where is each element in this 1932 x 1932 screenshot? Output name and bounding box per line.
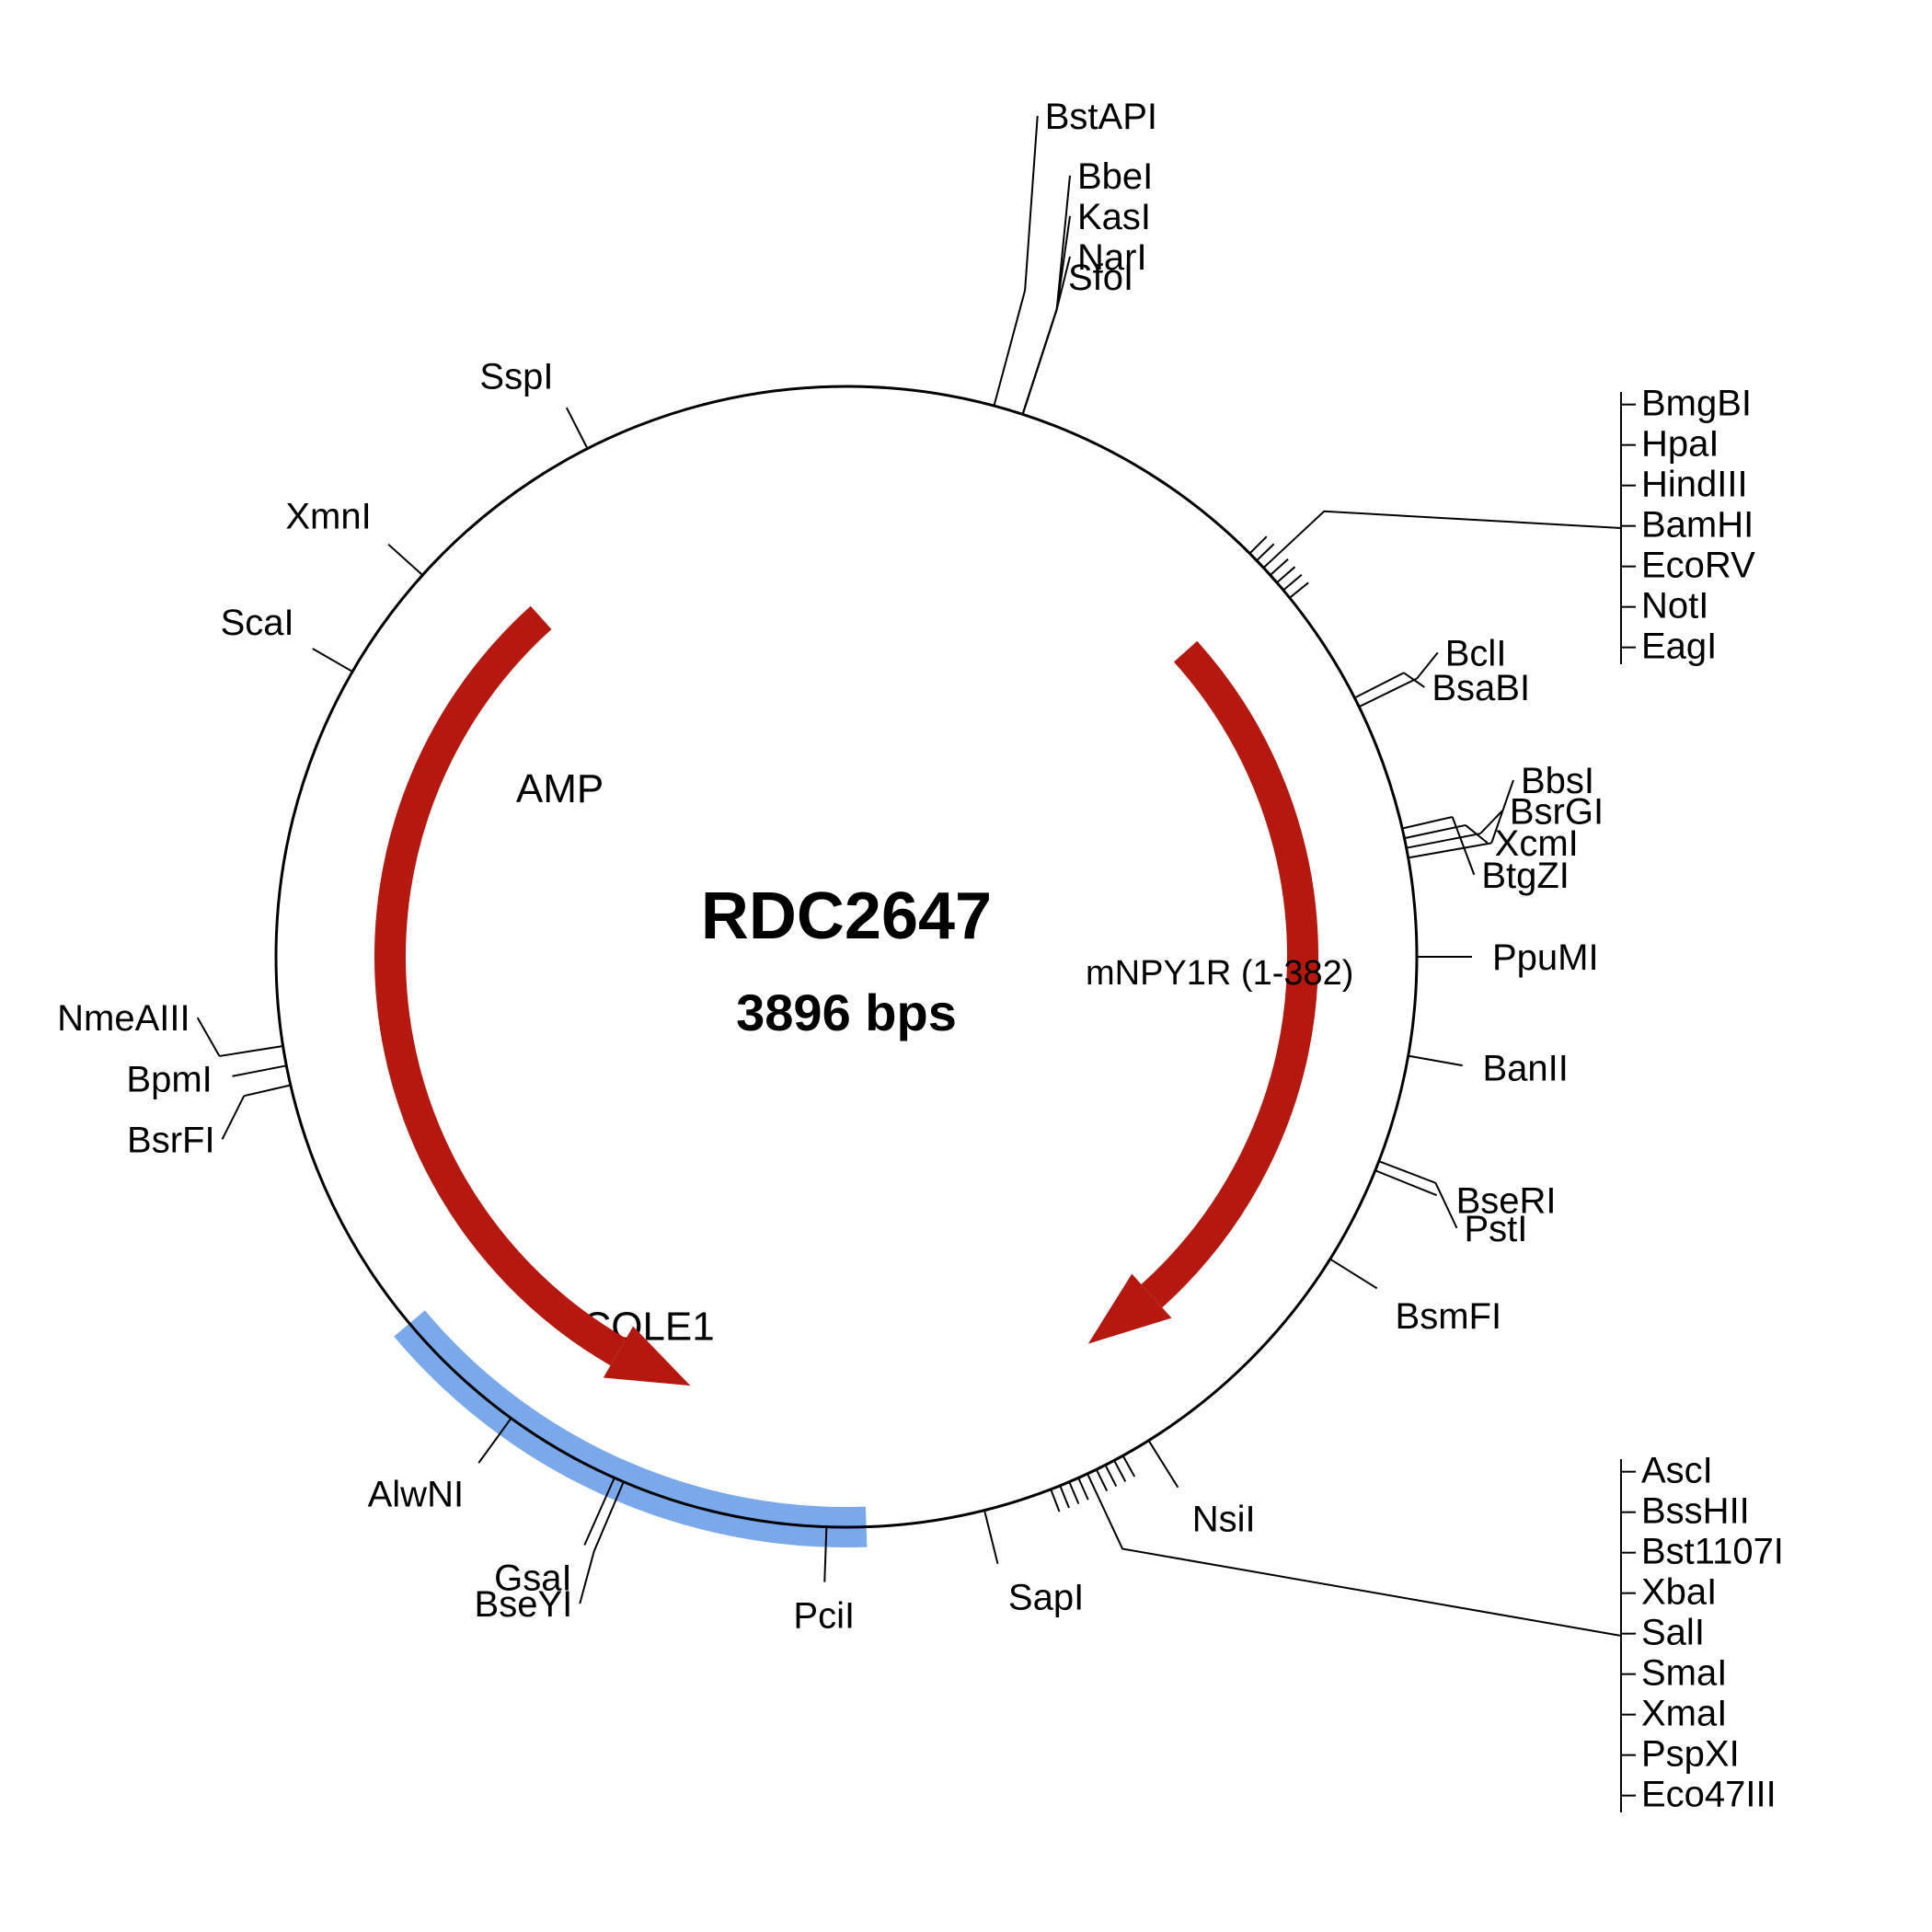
cluster-label-bamhi: BamHI [1641, 505, 1754, 546]
cluster-label-pspxi: PspXI [1641, 1734, 1740, 1775]
cluster-label-smai: SmaI [1641, 1653, 1727, 1694]
cluster-label-ecorv: EcoRV [1641, 546, 1755, 586]
site-nsii: NsiI [1192, 1500, 1256, 1540]
site-sapi: SapI [1008, 1577, 1084, 1617]
site-nmeaiii: NmeAIII [57, 998, 190, 1039]
site-banii: BanII [1482, 1049, 1568, 1089]
site-ppumi: PpuMI [1492, 937, 1599, 978]
cluster-label-xmai: XmaI [1641, 1694, 1727, 1734]
cluster-label-xbai: XbaI [1641, 1572, 1717, 1613]
site-bseyi: BseYI [475, 1584, 573, 1625]
site-kasi: KasI [1077, 197, 1151, 237]
plasmid-size: 3896 bps [736, 983, 957, 1041]
cluster-label-bmgbi: BmgBI [1641, 384, 1752, 424]
gene-label: mNPY1R (1-382) [1086, 954, 1353, 993]
site-bpmi: BpmI [126, 1059, 212, 1099]
cluster-label-eco47iii: Eco47III [1641, 1775, 1777, 1815]
cluster-label-eagi: EagI [1641, 627, 1717, 667]
site-pcii: PciI [793, 1596, 855, 1637]
site-bbei: BbeI [1077, 156, 1153, 197]
site-bsabi: BsaBI [1432, 668, 1530, 708]
site-bstapi: BstAPI [1045, 97, 1157, 137]
cluster-label-bsshii: BssHII [1641, 1491, 1750, 1532]
cluster-label-hpai: HpaI [1641, 424, 1719, 465]
cluster-label-sali: SalI [1641, 1613, 1705, 1653]
site-bsrfi: BsrFI [127, 1120, 215, 1160]
plasmid-name: RDC2647 [701, 880, 992, 953]
cluster-label-bst1107i: Bst1107I [1641, 1532, 1784, 1572]
cluster-label-asci: AscI [1641, 1451, 1713, 1491]
plasmid-map: COLE1AMPSspIXmnIScaINmeAIIIBpmIBsrFIAlwN… [0, 0, 1932, 1932]
cluster-label-hindiii: HindIII [1641, 465, 1748, 505]
site-alwni: AlwNI [368, 1474, 464, 1514]
arrow-label-amp: AMP [516, 766, 604, 811]
site-psti: PstI [1465, 1209, 1528, 1249]
site-btgzi: BtgZI [1481, 856, 1570, 896]
site-bsmfi: BsmFI [1396, 1296, 1502, 1337]
site-sfoi: SfoI [1068, 258, 1133, 298]
site-scai: ScaI [221, 603, 294, 643]
site-xmni: XmnI [285, 496, 371, 536]
site-sspi: SspI [479, 357, 553, 397]
cluster-label-noti: NotI [1641, 586, 1708, 627]
